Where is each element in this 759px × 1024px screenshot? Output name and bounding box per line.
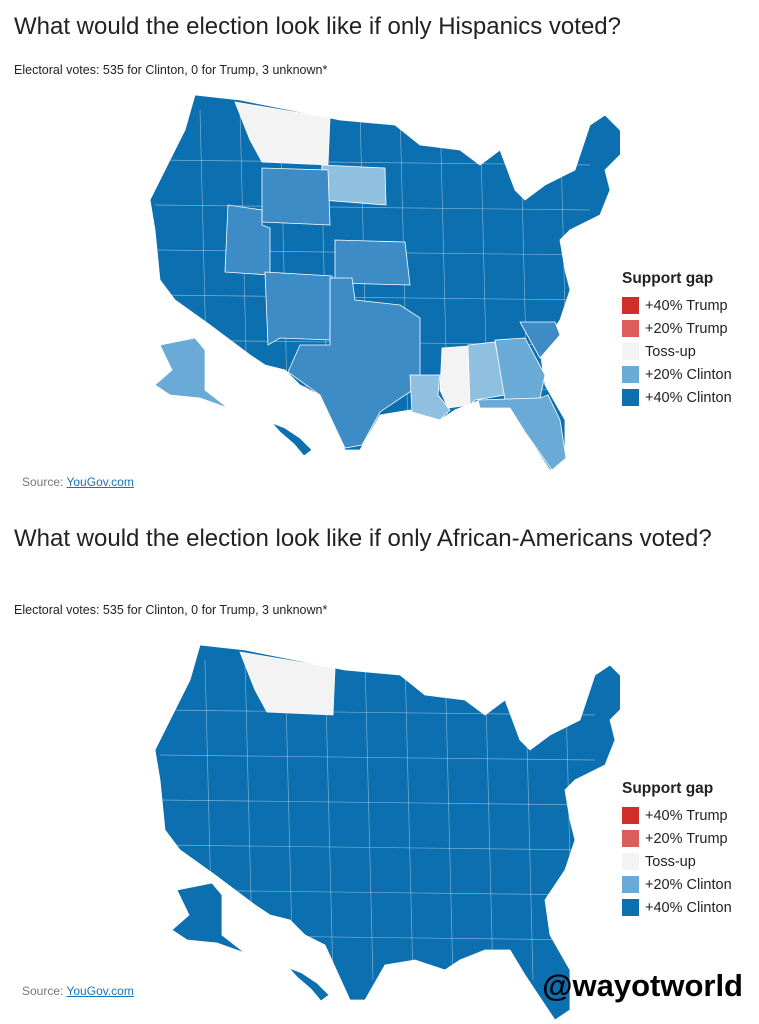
state-border: [404, 659, 414, 981]
state-georgia: [494, 337, 546, 401]
state-border: [154, 204, 591, 211]
state-new-mexico: [264, 271, 333, 346]
legend-label: +20% Clinton: [645, 366, 732, 383]
source-link[interactable]: YouGov.com: [66, 475, 134, 489]
state-border: [284, 659, 294, 981]
legend-label: +20% Trump: [645, 830, 728, 847]
state-south-carolina: [519, 321, 561, 359]
state-border: [244, 659, 254, 981]
state-alabama: [467, 341, 506, 406]
state-montana: [239, 651, 336, 716]
legend-label: +40% Trump: [645, 297, 728, 314]
state-montana: [234, 101, 331, 166]
map1-hispanics: [149, 94, 620, 471]
legend-swatch: [622, 899, 639, 916]
state-kansas: [334, 239, 411, 286]
state-hawaii: [271, 422, 313, 457]
state-border: [154, 294, 591, 301]
state-border: [159, 889, 596, 896]
legend-swatch: [622, 366, 639, 383]
source-label: Source:: [22, 984, 67, 998]
state-wyoming: [261, 167, 331, 226]
map1-legend: Support gap +40% Trump +20% Trump Toss-up +…: [622, 270, 732, 409]
legend-label: +40% Clinton: [645, 899, 732, 916]
legend-item: +20% Trump: [622, 317, 732, 340]
legend-item: Toss-up: [622, 340, 732, 363]
state-border: [559, 109, 569, 431]
state-border: [564, 659, 574, 981]
state-border: [159, 709, 596, 716]
state-border: [199, 109, 209, 431]
state-florida: [477, 394, 567, 471]
state-south-dakota: [321, 164, 387, 206]
map2-african-americans: [154, 644, 620, 1020]
map2-subtitle: Electoral votes: 535 for Clinton, 0 for …: [14, 603, 328, 617]
legend-title: Support gap: [622, 780, 714, 797]
state-border: [279, 109, 289, 431]
state-utah: [224, 204, 271, 276]
legend-label: +20% Trump: [645, 320, 728, 337]
state-border: [444, 659, 454, 981]
legend-label: Toss-up: [645, 853, 696, 870]
state-mississippi: [439, 345, 471, 409]
state-border: [159, 844, 596, 851]
legend-item: +20% Clinton: [622, 873, 732, 896]
map1-source: Source: YouGov.com: [22, 475, 134, 489]
legend-label: Toss-up: [645, 343, 696, 360]
legend-item: +40% Clinton: [622, 896, 732, 919]
source-link[interactable]: YouGov.com: [66, 984, 134, 998]
state-border: [364, 659, 374, 981]
legend-item: +40% Trump: [622, 804, 732, 827]
legend-swatch: [622, 389, 639, 406]
state-border: [159, 799, 596, 806]
map1-subtitle: Electoral votes: 535 for Clinton, 0 for …: [14, 63, 328, 77]
legend-label: +20% Clinton: [645, 876, 732, 893]
legend-item: +40% Trump: [622, 294, 732, 317]
legend-item: +20% Trump: [622, 827, 732, 850]
legend-title: Support gap: [622, 270, 714, 287]
map2-legend: Support gap +40% Trump +20% Trump Toss-up +…: [622, 780, 732, 919]
map2-title: What would the election look like if onl…: [14, 525, 712, 552]
contiguous-us: [154, 644, 620, 1020]
legend-item: Toss-up: [622, 850, 732, 873]
map2-source: Source: YouGov.com: [22, 984, 134, 998]
legend-swatch: [622, 807, 639, 824]
state-border: [484, 659, 494, 981]
map1-title: What would the election look like if onl…: [14, 13, 621, 40]
state-border: [154, 159, 591, 166]
state-alaska: [171, 882, 246, 954]
legend-swatch: [622, 343, 639, 360]
legend-swatch: [622, 876, 639, 893]
legend-label: +40% Trump: [645, 807, 728, 824]
legend-label: +40% Clinton: [645, 389, 732, 406]
state-alaska: [154, 337, 229, 409]
state-louisiana: [409, 374, 451, 421]
legend-swatch: [622, 320, 639, 337]
state-border: [159, 754, 596, 761]
legend-swatch: [622, 830, 639, 847]
state-texas: [287, 277, 421, 449]
legend-item: +40% Clinton: [622, 386, 732, 409]
legend-swatch: [622, 297, 639, 314]
state-hawaii: [288, 967, 330, 1002]
legend-item: +20% Clinton: [622, 363, 732, 386]
state-border: [524, 659, 534, 981]
state-border: [159, 934, 596, 941]
source-label: Source:: [22, 475, 67, 489]
watermark: @wayotworld: [542, 968, 743, 1003]
legend-swatch: [622, 853, 639, 870]
